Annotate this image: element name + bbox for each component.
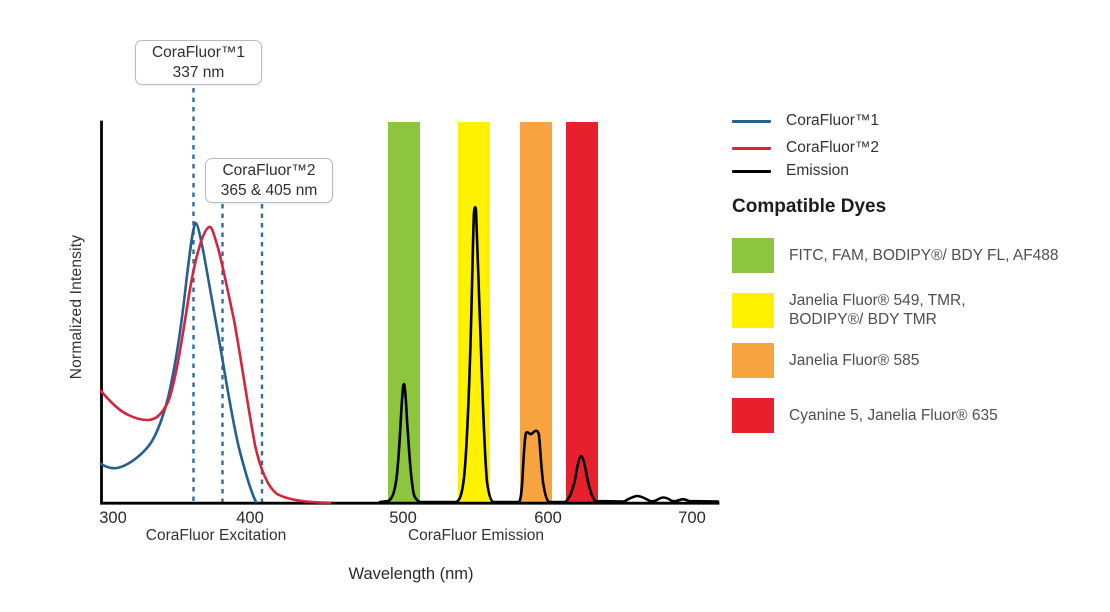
dye-item-orange: Janelia Fluor® 585 (732, 343, 919, 378)
excitation-cf1-curve (99, 221, 258, 504)
x-tick-300: 300 (99, 509, 127, 527)
legend-line-black (732, 169, 771, 173)
legend-label: CoraFluor™2 (786, 139, 880, 156)
dye-label: Janelia Fluor® 549, TMR, BODIPY®/ BDY TM… (789, 291, 966, 329)
callout-corafluor1-wavelength: 337 nm (172, 63, 225, 81)
legend-line-red (732, 146, 771, 150)
legend-item-emission: Emission (732, 162, 849, 180)
excitation-cf2-curve (99, 225, 332, 505)
legend-label: CoraFluor™1 (786, 112, 880, 129)
dye-label: Cyanine 5, Janelia Fluor® 635 (789, 407, 998, 424)
dye-swatch-green (732, 238, 774, 273)
dye-swatch-orange (732, 343, 774, 378)
legend-item-corafluor1: CoraFluor™1 (732, 112, 879, 130)
y-axis-label: Normalized Intensity (68, 234, 85, 380)
dye-item-red: Cyanine 5, Janelia Fluor® 635 (732, 398, 998, 433)
emission-section-label: CoraFluor Emission (407, 527, 545, 544)
callout-corafluor2-wavelength: 365 & 405 nm (220, 181, 318, 199)
legend-label: Emission (786, 162, 849, 179)
x-tick-600: 600 (534, 509, 562, 527)
emission-curve (378, 205, 720, 504)
dye-item-green: FITC, FAM, BODIPY®/ BDY FL, AF488 (732, 238, 1059, 273)
legend-line-blue (732, 119, 771, 123)
excitation-section-label: CoraFluor Excitation (145, 527, 287, 544)
dye-label: Janelia Fluor® 585 (789, 352, 920, 369)
dye-label-line2: BODIPY®/ BDY TMR (789, 311, 937, 328)
dye-swatch-yellow (732, 292, 774, 328)
dye-swatch-red (732, 398, 774, 433)
dye-item-yellow: Janelia Fluor® 549, TMR, BODIPY®/ BDY TM… (732, 291, 966, 329)
x-tick-500: 500 (389, 509, 417, 527)
callout-corafluor2: CoraFluor™2 365 & 405 nm (205, 158, 333, 203)
callout-corafluor1-title: CoraFluor™1 (151, 43, 246, 61)
callout-corafluor1: CoraFluor™1 337 nm (135, 40, 262, 85)
callout-corafluor2-title: CoraFluor™2 (222, 161, 316, 179)
x-tick-700: 700 (678, 509, 706, 527)
x-tick-400: 400 (236, 509, 264, 527)
legend-item-corafluor2: CoraFluor™2 (732, 139, 879, 157)
dye-label-line1: Janelia Fluor® 549, TMR, (789, 292, 966, 309)
x-axis-label: Wavelength (nm) (348, 565, 474, 583)
band-green-fitc (388, 122, 420, 503)
dye-label: FITC, FAM, BODIPY®/ BDY FL, AF488 (789, 247, 1059, 264)
compatible-dyes-heading: Compatible Dyes (732, 196, 887, 217)
band-red-cy5 (566, 122, 598, 503)
